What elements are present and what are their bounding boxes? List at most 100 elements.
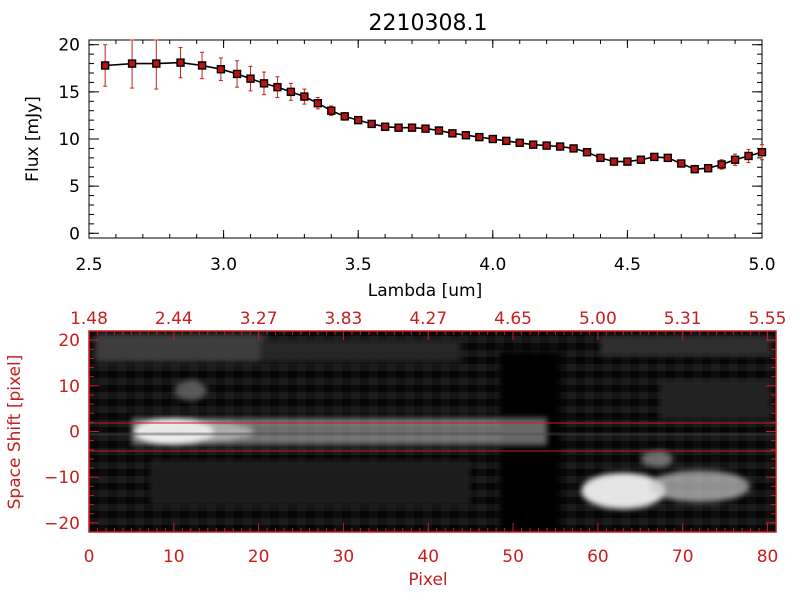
data-point bbox=[636, 155, 646, 164]
image-y-label: Space Shift [pixel] bbox=[5, 355, 25, 510]
data-point bbox=[555, 142, 565, 151]
image-x-label: Pixel bbox=[408, 570, 447, 590]
spectrum-line bbox=[105, 61, 763, 171]
data-point bbox=[461, 131, 471, 140]
data-point bbox=[380, 122, 390, 131]
wavelength-tick-label: 4.65 bbox=[494, 309, 532, 329]
data-point bbox=[677, 159, 686, 168]
data-point bbox=[100, 61, 110, 70]
data-point bbox=[515, 138, 524, 147]
data-point bbox=[502, 136, 511, 146]
data-point bbox=[394, 123, 403, 132]
y-tick-label: 5 bbox=[69, 177, 80, 197]
secondary-knot bbox=[641, 450, 674, 467]
spectrum-ticks: 2.5 3.0 3.5 4.0 4.5 5.0 0 5 10 15 20 bbox=[58, 36, 775, 275]
x-tick-label: 3.5 bbox=[345, 255, 372, 275]
x-tick-label: 3.0 bbox=[210, 255, 237, 275]
image-x-tick-label: 60 bbox=[587, 547, 609, 567]
data-point bbox=[582, 147, 592, 157]
data-point bbox=[757, 147, 767, 157]
data-point bbox=[286, 87, 296, 97]
data-point bbox=[475, 132, 484, 142]
wavelength-tick-label: 3.27 bbox=[240, 309, 278, 329]
image-y-tick-label: 10 bbox=[58, 377, 80, 397]
image-x-tick-label: 80 bbox=[757, 547, 779, 567]
x-tick-label: 5.0 bbox=[748, 255, 775, 275]
wavelength-tick-label: 1.48 bbox=[70, 309, 108, 329]
data-point bbox=[650, 152, 659, 162]
data-point bbox=[152, 59, 161, 68]
image-x-tick-label: 30 bbox=[333, 547, 355, 567]
y-tick-label: 20 bbox=[58, 36, 80, 56]
spectrum-panel: 2210308.1 2.5 3.0 3.5 4.0 4.5 5.0 0 5 10 15 20 Lam… bbox=[23, 11, 776, 301]
wavelength-tick-label: 5.55 bbox=[749, 309, 787, 329]
data-point bbox=[273, 82, 282, 92]
image-ticks: 0 1.48 10 2.44 20 3.27 30 3.83 40 4.27 50 4.65 60 5.0… bbox=[44, 309, 786, 567]
data-point bbox=[690, 164, 699, 174]
data-point bbox=[327, 106, 336, 115]
image-x-tick-label: 10 bbox=[163, 547, 185, 567]
y-tick-label: 15 bbox=[58, 83, 80, 103]
x-tick-label: 2.5 bbox=[75, 255, 102, 275]
data-point bbox=[663, 153, 672, 163]
data-point bbox=[730, 155, 740, 164]
faint-knot bbox=[174, 380, 207, 401]
y-tick-label: 10 bbox=[58, 130, 80, 150]
secondary-source-tail bbox=[649, 470, 750, 503]
image-x-tick-label: 20 bbox=[248, 547, 270, 567]
data-point bbox=[354, 115, 363, 125]
image-y-tick-label: 20 bbox=[58, 331, 80, 351]
data-point bbox=[744, 151, 753, 161]
wavelength-tick-label: 4.27 bbox=[409, 309, 447, 329]
data-point bbox=[569, 144, 578, 153]
x-tick-label: 4.5 bbox=[614, 255, 641, 275]
data-point bbox=[313, 98, 323, 108]
data-point bbox=[717, 160, 726, 169]
data-point bbox=[421, 124, 430, 133]
data-markers bbox=[100, 58, 767, 174]
data-point bbox=[127, 59, 137, 68]
y-tick-label: 0 bbox=[69, 224, 80, 244]
data-point bbox=[488, 134, 497, 144]
data-point bbox=[197, 61, 207, 70]
data-point bbox=[528, 140, 538, 149]
data-point bbox=[246, 74, 255, 83]
data-point bbox=[232, 69, 242, 79]
data-point bbox=[407, 123, 417, 132]
data-point bbox=[434, 126, 444, 135]
image-y-tick-label: −20 bbox=[44, 514, 80, 534]
wavelength-tick-label: 3.83 bbox=[325, 309, 363, 329]
bright-source-halo bbox=[133, 421, 254, 442]
spectrum-y-label: Flux [mJy] bbox=[23, 96, 43, 182]
data-point bbox=[703, 164, 713, 173]
image-y-tick-label: 0 bbox=[69, 423, 80, 443]
wavelength-tick-label: 5.00 bbox=[579, 309, 617, 329]
data-point bbox=[300, 92, 309, 101]
data-point bbox=[542, 141, 551, 150]
wavelength-tick-label: 2.44 bbox=[155, 309, 193, 329]
spectrum-axes-frame bbox=[88, 39, 763, 239]
data-point bbox=[259, 79, 269, 88]
wavelength-tick-label: 5.31 bbox=[664, 309, 702, 329]
data-point bbox=[609, 157, 619, 166]
image-y-tick-label: −10 bbox=[44, 468, 80, 488]
spectrum-x-label: Lambda [um] bbox=[368, 281, 482, 301]
image-panel: 0 1.48 10 2.44 20 3.27 30 3.83 40 4.27 50 4.65 60 5.0… bbox=[5, 309, 786, 590]
image-x-tick-label: 0 bbox=[84, 547, 95, 567]
data-point bbox=[216, 65, 226, 74]
error-bars bbox=[103, 39, 764, 174]
data-point bbox=[448, 129, 457, 138]
data-point bbox=[340, 112, 349, 121]
image-x-tick-label: 70 bbox=[672, 547, 694, 567]
data-point bbox=[367, 119, 376, 129]
data-point bbox=[596, 153, 605, 163]
data-point bbox=[623, 157, 632, 166]
image-x-tick-label: 50 bbox=[502, 547, 524, 567]
secondary-source bbox=[581, 472, 666, 509]
image-x-tick-label: 40 bbox=[417, 547, 439, 567]
chart-title: 2210308.1 bbox=[369, 11, 488, 36]
x-tick-label: 4.0 bbox=[479, 255, 506, 275]
spectral-image bbox=[89, 331, 776, 532]
data-point bbox=[176, 58, 185, 67]
